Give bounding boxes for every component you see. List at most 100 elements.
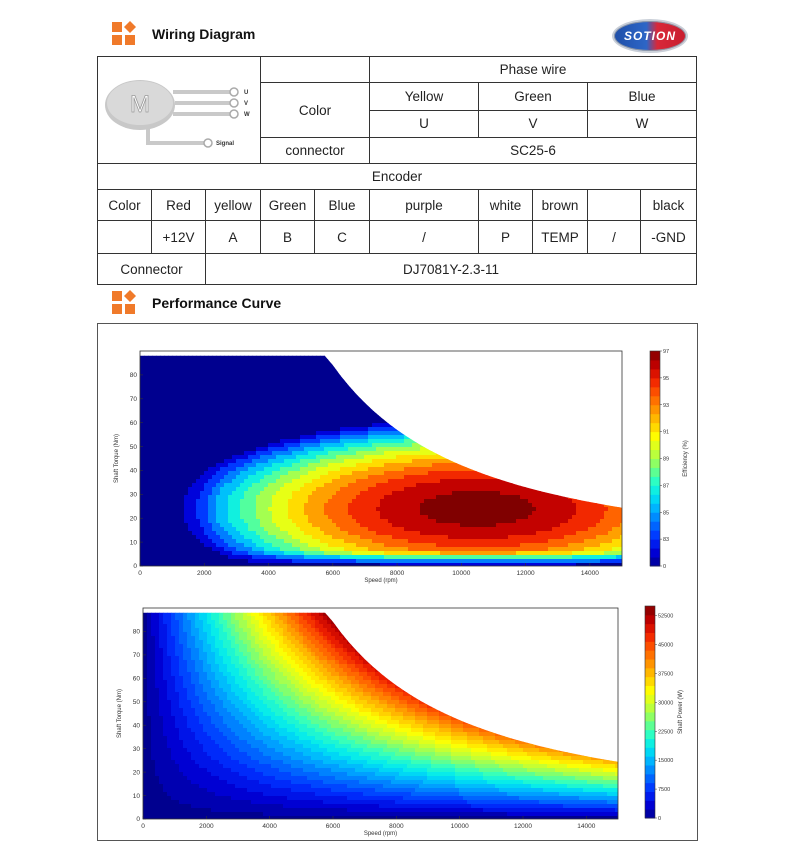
phase-connector-value: SC25-6	[369, 137, 698, 164]
wiring-diagram-title: Wiring Diagram	[152, 26, 256, 42]
motor-v-label: V	[244, 101, 248, 107]
encoder-color-yellow: yellow	[204, 189, 262, 221]
section-icon	[112, 20, 137, 46]
colorbar-segment	[650, 395, 660, 406]
encoder-signal-p: P	[478, 220, 534, 254]
y-tick-label: 20	[133, 769, 141, 776]
x-tick-label: 0	[141, 823, 145, 830]
performance-header: Performance Curve	[112, 289, 282, 315]
blank-cell	[260, 56, 371, 83]
x-tick-label: 12000	[517, 570, 535, 577]
phase-v: V	[478, 109, 589, 138]
y-axis-label: Shaft Torque (Nm)	[114, 434, 120, 483]
encoder-signal-a: A	[204, 220, 262, 254]
colorbar-segment	[650, 422, 660, 433]
colorbar-tick-label: 83	[663, 537, 669, 543]
colorbar-tick-label: 52500	[658, 614, 673, 620]
colorbar-tick-label: 87	[663, 483, 669, 489]
encoder-signal-12v: +12V	[151, 220, 206, 254]
phase-w: W	[587, 109, 698, 138]
phase-title: Phase wire	[369, 56, 698, 83]
colorbar-segment	[650, 521, 660, 531]
colorbar-tick-label: 0	[663, 564, 666, 570]
colorbar-segment	[650, 368, 660, 379]
colorbar-tick-label: 22500	[658, 729, 673, 735]
brand-logo: SOTION	[612, 19, 688, 53]
phase-connector-label: connector	[260, 137, 371, 164]
x-tick-label: 0	[138, 570, 142, 577]
colorbar-segment	[650, 449, 660, 459]
colorbar-segment	[650, 431, 660, 442]
plot-border	[142, 607, 619, 820]
x-tick-label: 2000	[197, 570, 212, 577]
motor-diagram-cell: M U V W Signal	[96, 56, 262, 164]
colorbar-segment	[645, 703, 655, 713]
colorbar-segment	[650, 386, 660, 397]
y-tick-label: 70	[133, 652, 141, 659]
colorbar-segment	[645, 747, 655, 757]
colorbar-segment	[645, 720, 655, 731]
colorbar-segment	[650, 359, 660, 370]
colorbar-segment	[650, 377, 660, 388]
colorbar-segment	[645, 729, 655, 739]
x-tick-label: 10000	[451, 823, 469, 830]
colorbar-border	[644, 605, 656, 819]
y-tick-label: 50	[133, 699, 141, 706]
colorbar-tick-label: 97	[663, 349, 669, 355]
motor-u-label: U	[244, 90, 248, 96]
y-tick-label: 70	[130, 396, 138, 403]
encoder-signal-slash: /	[369, 220, 480, 254]
y-tick-label: 40	[130, 468, 138, 475]
encoder-signal-slash-2: /	[587, 220, 642, 254]
encoder-color-brown: brown	[532, 189, 589, 221]
y-tick-label: 30	[130, 492, 138, 499]
plot-border	[139, 350, 623, 567]
colorbar-tick-label: 45000	[658, 643, 673, 649]
x-tick-label: 4000	[261, 570, 276, 577]
x-tick-label: 6000	[326, 823, 341, 830]
y-tick-label: 80	[130, 372, 138, 379]
colorbar-segment	[645, 756, 655, 766]
y-tick-label: 40	[133, 722, 141, 729]
encoder-signal-temp: TEMP	[532, 220, 589, 254]
y-tick-label: 60	[133, 676, 141, 683]
chart-1: 0 2000 4000 6000 8000 10000 12000 14000 0 10 20 30 4…	[114, 349, 689, 584]
colorbar-segment	[645, 606, 655, 616]
y-tick-label: 10	[130, 539, 138, 546]
colorbar-segment	[650, 503, 660, 513]
x-tick-label: 8000	[390, 570, 405, 577]
encoder-signal-b: B	[260, 220, 316, 254]
phase-color-green: Green	[478, 82, 589, 111]
colorbar-tick-label: 0	[658, 816, 661, 822]
phase-color-blue: Blue	[587, 82, 698, 111]
motor-diagram: M U V W Signal	[105, 79, 250, 148]
encoder-color-empty	[587, 189, 642, 221]
wiring-diagram-header: Wiring Diagram	[112, 20, 256, 46]
colorbar-segment	[645, 800, 655, 810]
colorbar-tick-label: 30000	[658, 700, 673, 706]
section-icon	[112, 289, 137, 315]
colorbar-tick-label: 85	[663, 510, 669, 516]
colorbar-tick-label: 7500	[658, 787, 670, 793]
encoder-color-white: white	[478, 189, 534, 221]
y-tick-label: 50	[130, 444, 138, 451]
phase-u: U	[369, 109, 480, 138]
x-tick-label: 14000	[577, 823, 595, 830]
encoder-connector-value: DJ7081Y-2.3-11	[204, 253, 698, 285]
y-tick-label: 0	[133, 563, 137, 570]
x-tick-label: 14000	[581, 570, 599, 577]
colorbar-segment	[650, 467, 660, 477]
colorbar-segment	[645, 614, 655, 625]
performance-title: Performance Curve	[152, 295, 282, 311]
x-tick-label: 12000	[514, 823, 532, 830]
colorbar-label: Shaft Power (W)	[678, 690, 684, 734]
encoder-signal-gnd: -GND	[640, 220, 698, 254]
y-tick-label: 20	[130, 515, 138, 522]
colorbar-segment	[645, 667, 655, 678]
colorbar-segment	[645, 641, 655, 651]
x-tick-label: 8000	[389, 823, 404, 830]
colorbar-segment	[650, 512, 660, 522]
colorbar-segment	[645, 676, 655, 686]
x-tick-label: 6000	[326, 570, 341, 577]
encoder-color-green: Green	[260, 189, 316, 221]
